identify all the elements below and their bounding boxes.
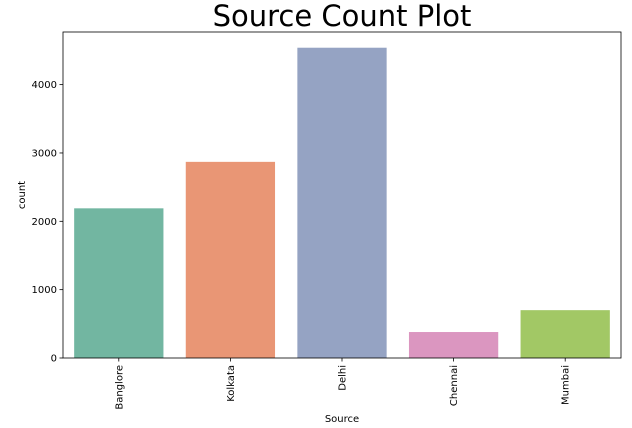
x-axis-label: Source (325, 414, 359, 425)
x-tick-label: Chennai (449, 365, 460, 406)
x-tick-label: Kolkata (226, 365, 237, 402)
bar-delhi (297, 47, 387, 358)
bar-mumbai (520, 310, 610, 358)
bar-chennai (408, 332, 499, 358)
y-tick-label: 1000 (32, 285, 57, 296)
y-tick-label: 0 (51, 354, 57, 365)
y-axis: 0 1000 2000 3000 4000 (32, 80, 63, 365)
x-tick-label: Mumbai (561, 365, 572, 405)
x-tick-label: Delhi (338, 365, 349, 391)
chart-title: Source Count Plot (213, 0, 472, 33)
y-tick-label: 3000 (32, 148, 57, 159)
plot-frame (62, 31, 622, 359)
y-tick-label: 2000 (32, 217, 57, 228)
y-tick-label: 4000 (32, 80, 57, 91)
bar-banglore (74, 208, 164, 358)
x-axis: Banglore Kolkata Delhi Chennai Mumbai (114, 358, 572, 410)
bar-kolkata (185, 161, 276, 358)
x-tick-label: Banglore (114, 365, 125, 410)
bars-layer (74, 47, 610, 358)
y-axis-label: count (17, 181, 28, 209)
